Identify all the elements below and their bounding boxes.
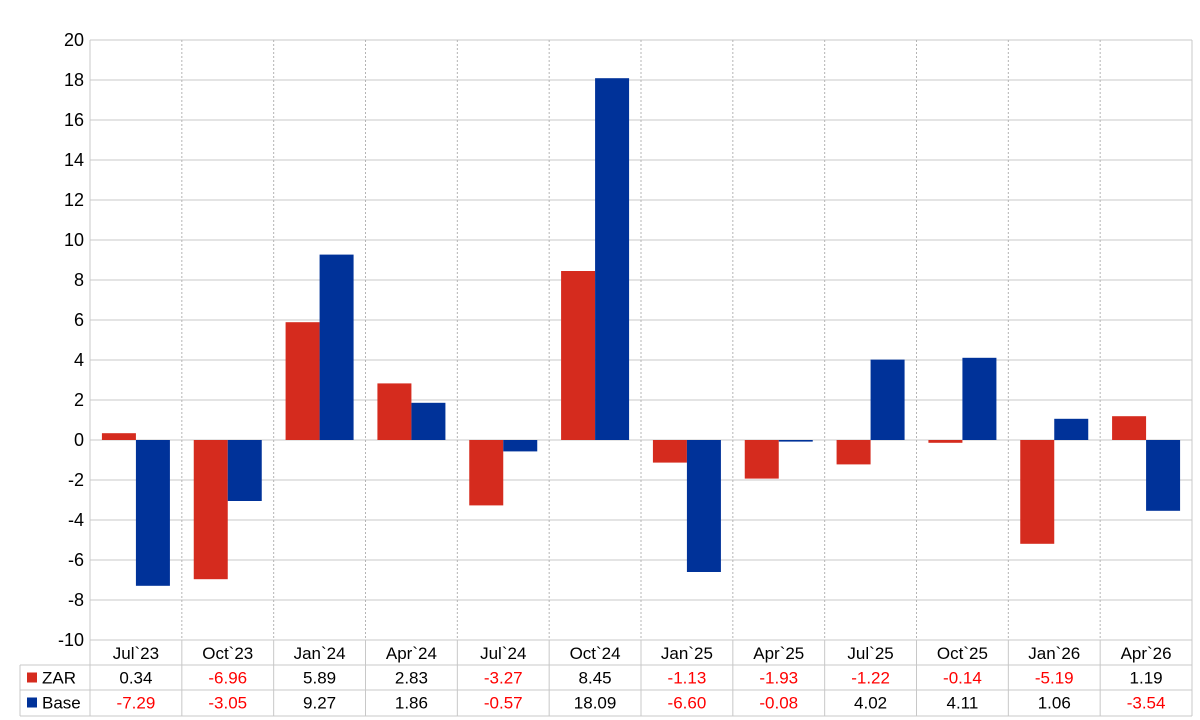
bar-base [962,357,997,440]
data-label-base: -3.54 [1127,694,1166,713]
data-label-base: 4.02 [854,694,887,713]
y-tick-label: -2 [68,470,84,490]
legend-label-zar: ZAR [42,669,76,688]
bar-zar [469,440,504,506]
data-label-base: 18.09 [574,694,617,713]
data-label-base: -6.60 [668,694,707,713]
bar-base [227,440,262,501]
bar-base [686,440,721,572]
bar-base [411,402,446,440]
data-label-base: -7.29 [117,694,156,713]
x-category-label: Oct`23 [202,644,253,663]
legend-label-base: Base [42,694,81,713]
y-tick-label: -10 [58,630,84,650]
bar-zar [285,322,320,440]
data-label-base: 4.11 [947,694,979,713]
y-tick-label: 10 [64,230,84,250]
grid-lines [89,39,1193,716]
y-tick-label: 18 [64,70,84,90]
bar-base [135,440,170,586]
y-tick-label: 8 [74,270,84,290]
data-table: Jul`23 Oct`23 Jan`24 Apr`24 Jul`24 Oct`24 Jan`… [19,640,1192,717]
y-tick-label: 0 [74,430,84,450]
y-axis-ticks: -10 -8 -6 -4 -2 0 2 4 6 8 10 12 14 16 18 20 [58,30,84,650]
bar-zar [101,433,136,440]
bar-base [778,440,813,442]
x-category-label: Jan`26 [1028,644,1080,663]
data-label-zar: 1.19 [1130,669,1163,688]
data-label-zar: -6.96 [208,669,247,688]
x-category-label: Jul`24 [480,644,526,663]
x-category-label: Jul`25 [847,644,893,663]
y-tick-label: 6 [74,310,84,330]
data-label-zar: 0.34 [119,669,152,688]
bar-base [1146,440,1181,511]
x-category-label: Jan`25 [661,644,713,663]
data-label-zar: 8.45 [579,669,612,688]
y-tick-label: 16 [64,110,84,130]
y-tick-label: -6 [68,550,84,570]
legend-swatch-zar [27,672,37,683]
data-label-zar: 2.83 [395,669,428,688]
x-category-label: Apr`25 [753,644,804,663]
bar-base [1054,418,1089,440]
data-label-base: 1.86 [395,694,428,713]
bar-zar [561,271,596,440]
x-category-label: Jan`24 [294,644,346,663]
bar-base [595,78,630,440]
data-label-base: 1.06 [1038,694,1071,713]
y-tick-label: -8 [68,590,84,610]
data-label-base: 9.27 [303,694,336,713]
x-category-label: Apr`24 [386,644,437,663]
bar-base [503,440,538,452]
data-label-zar: 5.89 [303,669,336,688]
x-category-label: Apr`26 [1121,644,1172,663]
data-label-base: -0.08 [759,694,798,713]
legend-swatch-base [27,697,37,708]
bar-base [870,359,905,440]
x-category-label: Oct`24 [570,644,621,663]
bar-zar [1112,416,1147,440]
bars [101,78,1181,586]
bar-zar [193,440,228,580]
y-tick-label: 2 [74,390,84,410]
data-label-zar: -1.13 [668,669,707,688]
y-tick-label: 12 [64,190,84,210]
bar-zar [928,440,963,443]
data-label-base: -3.05 [208,694,247,713]
bar-zar [836,440,871,465]
y-tick-label: 20 [64,30,84,50]
bar-zar [744,440,779,479]
data-label-zar: -3.27 [484,669,523,688]
bar-zar [652,440,687,463]
x-category-label: Oct`25 [937,644,988,663]
data-label-zar: -1.22 [851,669,890,688]
bar-zar [377,383,412,440]
data-label-zar: -0.14 [943,669,982,688]
bar-base [319,254,354,440]
bar-zar [1020,440,1055,544]
y-tick-label: 4 [74,350,84,370]
x-category-label: Jul`23 [113,644,159,663]
data-label-base: -0.57 [484,694,523,713]
y-tick-label: -4 [68,510,84,530]
y-tick-label: 14 [64,150,84,170]
data-label-zar: -5.19 [1035,669,1074,688]
data-label-zar: -1.93 [759,669,798,688]
